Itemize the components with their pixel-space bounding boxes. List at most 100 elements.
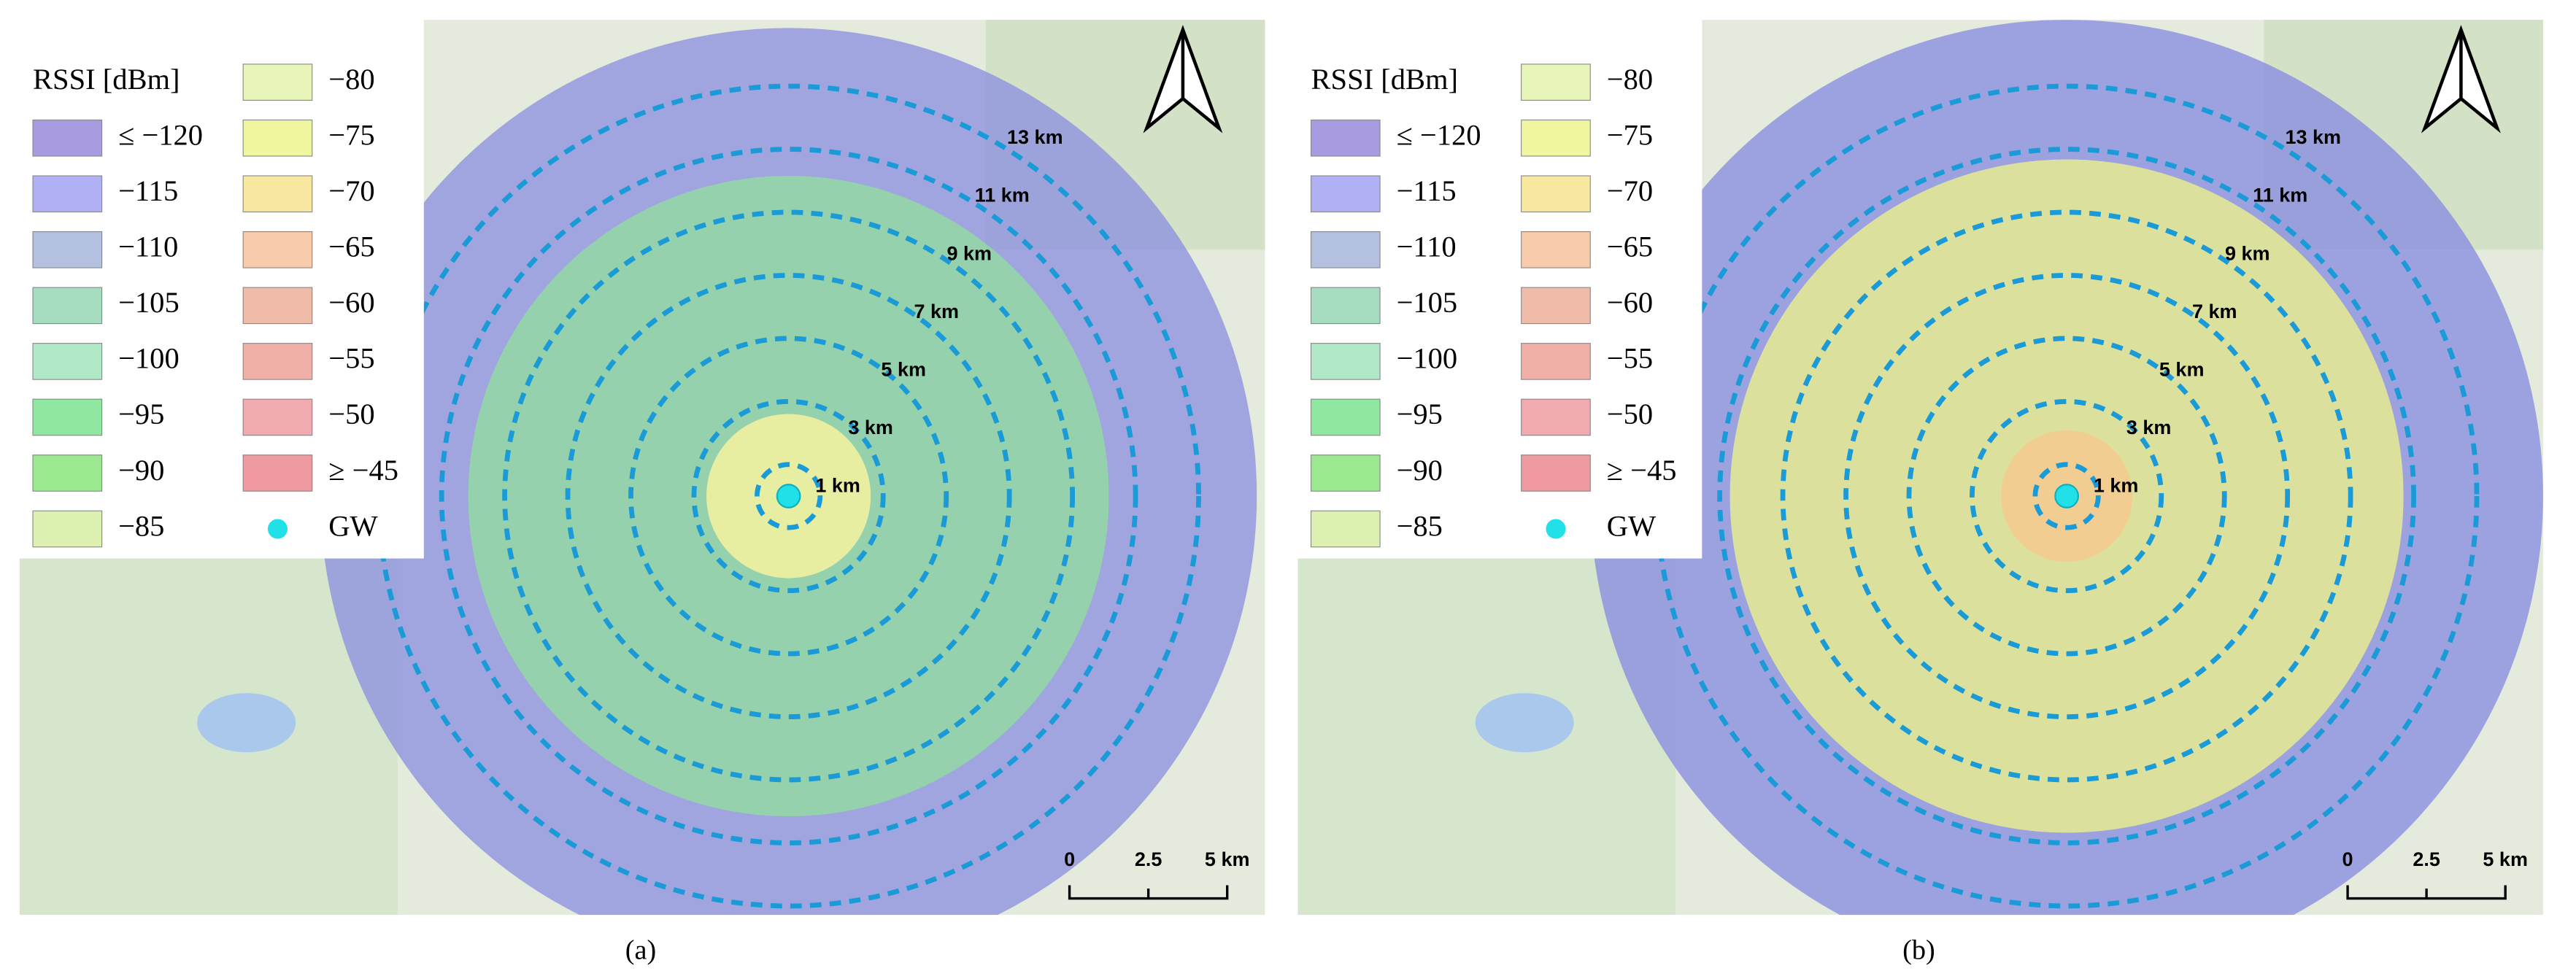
- range-ring: [1780, 209, 2353, 783]
- ring-label: 3 km: [2126, 417, 2172, 438]
- ring-label: 7 km: [914, 301, 959, 322]
- legend-swatch: [32, 175, 103, 213]
- legend-label: −60: [1607, 286, 1653, 319]
- legend-swatch: [1521, 231, 1591, 268]
- legend-label: −90: [118, 454, 164, 487]
- ring-label: 11 km: [975, 185, 1030, 206]
- legend-swatch: [32, 510, 103, 548]
- legend-label: ≤ −120: [1397, 119, 1481, 152]
- legend-title: RSSI [dBm]: [1311, 63, 1459, 96]
- scale-label: 5 km: [2483, 848, 2528, 870]
- range-ring: [502, 209, 1076, 783]
- legend-label: −85: [1397, 509, 1443, 542]
- ring-label: 1 km: [815, 474, 860, 496]
- range-ring: [628, 336, 949, 657]
- legend-swatch: [242, 119, 313, 157]
- legend-swatch: [1310, 398, 1381, 436]
- legend-swatch: [242, 343, 313, 380]
- legend-swatch: [32, 119, 103, 157]
- legend-label: −55: [328, 342, 374, 375]
- legend-swatch: [32, 231, 103, 268]
- legend-swatch: [32, 287, 103, 325]
- legend-label: −100: [118, 342, 180, 375]
- legend-label: ≥ −45: [328, 454, 398, 487]
- ring-label: 13 km: [2286, 126, 2342, 148]
- scale-label: 0: [1064, 848, 1075, 870]
- ring-label: 11 km: [2253, 185, 2307, 206]
- legend-swatch: [1521, 175, 1591, 213]
- water: [197, 693, 296, 753]
- scale-label: 2.5: [1135, 848, 1162, 870]
- legend-label: −65: [1607, 231, 1653, 263]
- legend-title: RSSI [dBm]: [33, 63, 180, 96]
- ring-label: 5 km: [881, 358, 926, 380]
- legend-swatch: [1310, 287, 1381, 325]
- legend-label: GW: [328, 509, 378, 542]
- ring-label: 5 km: [2159, 358, 2205, 380]
- legend-swatch: [1310, 119, 1381, 157]
- legend-label: −95: [118, 398, 164, 430]
- legend-label: −115: [118, 174, 178, 207]
- legend-swatch: [1521, 63, 1591, 101]
- legend-swatch: [1521, 287, 1591, 325]
- legend-swatch: [1521, 343, 1591, 380]
- legend-swatch: [1310, 175, 1381, 213]
- legend-label: −110: [1397, 231, 1457, 263]
- map-panel: 1 km 3 km 5 km 7 km 9 km 11 km 13 km 0 2.5 5 km RS…: [1297, 20, 2543, 966]
- legend-swatch: [32, 343, 103, 380]
- map: 1 km 3 km 5 km 7 km 9 km 11 km 13 km 0 2.5 5 km: [20, 20, 1265, 916]
- range-ring: [1843, 273, 2291, 719]
- map-panel: 1 km 3 km 5 km 7 km 9 km 11 km 13 km 0 2.5 5 km RS…: [20, 20, 1265, 966]
- legend-label: −70: [328, 174, 374, 207]
- ring-label: 3 km: [848, 417, 893, 438]
- range-ring: [1970, 398, 2164, 594]
- legend-label: ≥ −45: [1607, 454, 1677, 487]
- legend-label: −75: [1607, 119, 1653, 152]
- ring-label: 7 km: [2192, 301, 2237, 322]
- legend-swatch: [1310, 231, 1381, 268]
- legend-label: GW: [1607, 509, 1657, 542]
- legend-label: −85: [118, 509, 164, 542]
- legend-swatch: [1310, 343, 1381, 380]
- range-ring: [691, 398, 886, 594]
- panel-caption: (a): [625, 935, 656, 966]
- scale-label: 5 km: [1205, 848, 1250, 870]
- legend-label: −100: [1397, 342, 1458, 375]
- ring-label: 13 km: [1007, 126, 1063, 148]
- legend-label: −60: [328, 286, 374, 319]
- legend-gateway-icon: [1546, 519, 1566, 539]
- legend-label: −55: [1607, 342, 1653, 375]
- range-ring: [565, 273, 1012, 719]
- legend-swatch: [32, 454, 103, 492]
- legend-swatch: [1310, 510, 1381, 548]
- gateway-marker: [776, 484, 801, 508]
- legend-swatch: [242, 287, 313, 325]
- legend-label: −80: [328, 63, 374, 96]
- gateway-marker: [2054, 484, 2079, 508]
- legend-label: −80: [1607, 63, 1653, 96]
- legend-swatch: [242, 63, 313, 101]
- panel-caption: (b): [1902, 935, 1935, 966]
- ring-label: 9 km: [2225, 242, 2270, 264]
- range-ring: [1906, 336, 2227, 657]
- legend-swatch: [242, 231, 313, 268]
- legend-swatch: [1521, 454, 1591, 492]
- legend-label: −105: [118, 286, 180, 319]
- legend-label: −70: [1607, 174, 1653, 207]
- legend-label: −115: [1397, 174, 1457, 207]
- legend-label: −90: [1397, 454, 1443, 487]
- legend-swatch: [32, 398, 103, 436]
- legend-swatch: [1521, 119, 1591, 157]
- legend-label: ≤ −120: [118, 119, 203, 152]
- range-ring: [439, 147, 1138, 846]
- range-ring: [755, 462, 823, 530]
- ring-label: 1 km: [2094, 474, 2139, 496]
- legend-label: −50: [1607, 398, 1653, 430]
- range-ring: [1717, 147, 2416, 846]
- legend-label: −95: [1397, 398, 1443, 430]
- legend-swatch: [242, 454, 313, 492]
- ring-label: 9 km: [946, 242, 992, 264]
- legend-swatch: [1310, 454, 1381, 492]
- legend-label: −75: [328, 119, 374, 152]
